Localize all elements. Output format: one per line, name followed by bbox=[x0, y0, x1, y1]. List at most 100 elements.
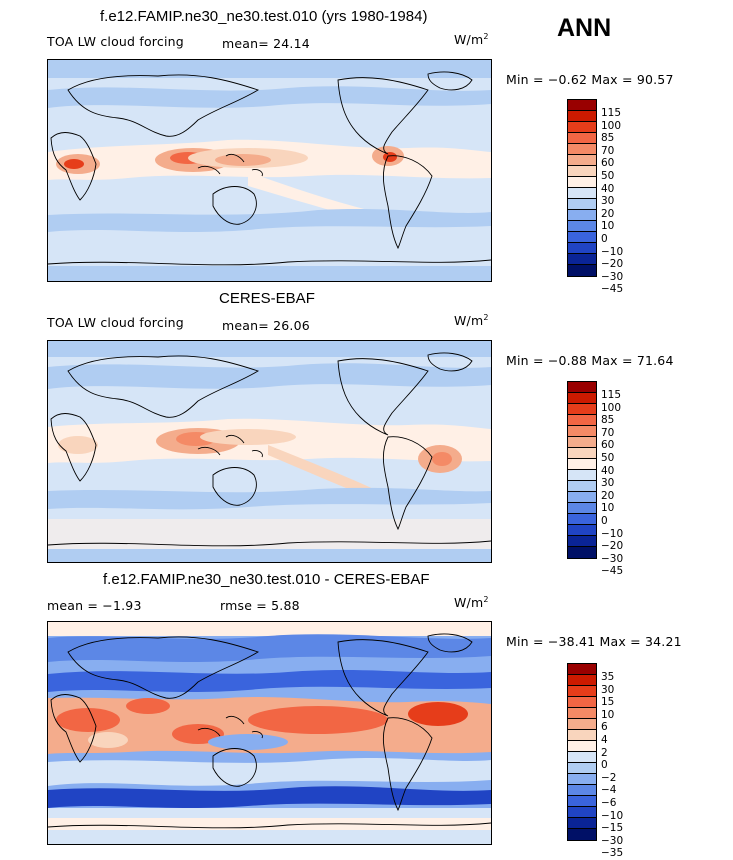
panel1-mean-value: 24.14 bbox=[273, 36, 310, 51]
season-label: ANN bbox=[557, 14, 612, 42]
panel1-colorbar-box bbox=[568, 122, 596, 133]
panel2-title: CERES-EBAF bbox=[219, 290, 315, 307]
panel3-units: W/m2 bbox=[454, 595, 489, 611]
panel3-colorbar-label: −2 bbox=[601, 771, 617, 784]
panel2-colorbar-box bbox=[568, 448, 596, 459]
panel3-colorbar-label: −15 bbox=[601, 822, 624, 835]
panel3-colorbar-box bbox=[568, 829, 596, 840]
panel2-colorbar-box bbox=[568, 382, 596, 393]
panel1-title: f.e12.FAMIP.ne30_ne30.test.010 (yrs 1980… bbox=[100, 8, 428, 25]
panel3-map bbox=[47, 621, 492, 845]
panel2-colorbar-label: 30 bbox=[601, 477, 615, 490]
panel3-mean-label: mean = bbox=[47, 598, 99, 613]
panel1-colorbar-label: 40 bbox=[601, 182, 615, 195]
panel3-colorbar-label: 4 bbox=[601, 733, 608, 746]
panel1-minmax: Min = −0.62 Max = 90.57 bbox=[506, 72, 674, 87]
panel1-colorbar-labels: 115 100 85 70 60 50 40 30 20 10 0 −10 −2… bbox=[601, 107, 623, 296]
panel2-colorbar-box bbox=[568, 415, 596, 426]
panel3-colorbar-label: 10 bbox=[601, 708, 615, 721]
panel2-colorbar-box bbox=[568, 492, 596, 503]
panel1-colorbar-label: 10 bbox=[601, 220, 615, 233]
panel2-colorbar-label: −45 bbox=[601, 565, 624, 578]
panel3-min-value: −38.41 bbox=[547, 634, 596, 649]
panel2-colorbar-box bbox=[568, 481, 596, 492]
panel3-colorbar-label: −30 bbox=[601, 834, 624, 847]
panel3-colorbar bbox=[567, 663, 597, 841]
panel3-colorbar-box bbox=[568, 686, 596, 697]
panel1-colorbar-box bbox=[568, 243, 596, 254]
panel3-mean-value: −1.93 bbox=[102, 598, 142, 613]
panel3-colorbar-label: −10 bbox=[601, 809, 624, 822]
panel3-colorbar-box bbox=[568, 796, 596, 807]
panel3-colorbar-box bbox=[568, 719, 596, 730]
panel3-colorbar-labels: 35 30 15 10 6 4 2 0 −2 −4 −6 −10 −15 −30… bbox=[601, 671, 623, 860]
panel3-colorbar-label: −35 bbox=[601, 847, 624, 860]
panel2-units: W/m2 bbox=[454, 313, 489, 329]
panel1-colorbar-label: 30 bbox=[601, 195, 615, 208]
panel1-colorbar bbox=[567, 99, 597, 277]
panel1-colorbar-label: 115 bbox=[601, 107, 622, 119]
panel2-minmax: Min = −0.88 Max = 71.64 bbox=[506, 353, 674, 368]
panel2-colorbar-box bbox=[568, 536, 596, 547]
panel1-colorbar-box bbox=[568, 111, 596, 122]
panel2-colorbar-label: 10 bbox=[601, 502, 615, 515]
panel1-colorbar-label: −20 bbox=[601, 258, 624, 271]
panel1-colorbar-box bbox=[568, 232, 596, 243]
panel2-max-label: Max = bbox=[591, 353, 633, 368]
panel2-colorbar-box bbox=[568, 459, 596, 470]
panel1-min-value: −0.62 bbox=[547, 72, 588, 87]
panel1-colorbar-label: 0 bbox=[601, 232, 608, 245]
panel1-variable-label: TOA LW cloud forcing bbox=[47, 34, 184, 49]
panel2-colorbar-label: 60 bbox=[601, 439, 615, 452]
panel1-max-value: 90.57 bbox=[636, 72, 674, 87]
panel2-colorbar-label: 115 bbox=[601, 389, 622, 401]
panel3-minmax: Min = −38.41 Max = 34.21 bbox=[506, 634, 682, 649]
panel1-colorbar-label: 85 bbox=[601, 132, 615, 145]
panel3-rmse-value: 5.88 bbox=[271, 598, 300, 613]
panel1-colorbar-box bbox=[568, 177, 596, 188]
panel2-colorbar-box bbox=[568, 404, 596, 415]
panel2-colorbar bbox=[567, 381, 597, 559]
panel3-colorbar-box bbox=[568, 807, 596, 818]
panel1-colorbar-box bbox=[568, 210, 596, 221]
panel1-colorbar-label: 20 bbox=[601, 207, 615, 220]
panel2-min-label: Min = bbox=[506, 353, 544, 368]
panel3-colorbar-box bbox=[568, 818, 596, 829]
panel3-colorbar-box bbox=[568, 785, 596, 796]
panel3-colorbar-label: −4 bbox=[601, 784, 617, 797]
panel1-colorbar-label: −30 bbox=[601, 270, 624, 283]
panel3-title: f.e12.FAMIP.ne30_ne30.test.010 - CERES-E… bbox=[103, 571, 430, 588]
panel2-colorbar-label: 50 bbox=[601, 451, 615, 464]
panel2-max-value: 71.64 bbox=[636, 353, 674, 368]
panel2-mean-label: mean= bbox=[222, 318, 269, 333]
panel1-colorbar-box bbox=[568, 199, 596, 210]
panel2-colorbar-label: 85 bbox=[601, 414, 615, 427]
panel2-colorbar-box bbox=[568, 547, 596, 558]
panel1-colorbar-label: 100 bbox=[601, 119, 622, 132]
panel1-colorbar-box bbox=[568, 144, 596, 155]
panel1-colorbar-label: −45 bbox=[601, 283, 624, 296]
panel2-colorbar-label: 70 bbox=[601, 426, 615, 439]
panel3-colorbar-label: 6 bbox=[601, 721, 608, 734]
panel3-colorbar-box bbox=[568, 752, 596, 763]
panel2-colorbar-label: 20 bbox=[601, 489, 615, 502]
panel2-mean-value: 26.06 bbox=[273, 318, 310, 333]
panel3-min-label: Min = bbox=[506, 634, 544, 649]
panel2-colorbar-box bbox=[568, 393, 596, 404]
panel2-colorbar-label: −30 bbox=[601, 552, 624, 565]
panel3-colorbar-label: −6 bbox=[601, 796, 617, 809]
panel2-colorbar-box bbox=[568, 514, 596, 525]
panel3-rmse-label: rmse = bbox=[220, 598, 267, 613]
panel1-colorbar-box bbox=[568, 221, 596, 232]
panel3-colorbar-box bbox=[568, 675, 596, 686]
panel1-colorbar-box bbox=[568, 254, 596, 265]
panel2-colorbar-label: 40 bbox=[601, 464, 615, 477]
panel2-colorbar-box bbox=[568, 437, 596, 448]
panel1-colorbar-box bbox=[568, 166, 596, 177]
panel1-mean-label: mean= bbox=[222, 36, 269, 51]
panel2-colorbar-label: −10 bbox=[601, 527, 624, 540]
panel3-colorbar-label: 15 bbox=[601, 696, 615, 709]
panel1-colorbar-label: 70 bbox=[601, 144, 615, 157]
panel3-colorbar-box bbox=[568, 763, 596, 774]
panel1-colorbar-box bbox=[568, 133, 596, 144]
